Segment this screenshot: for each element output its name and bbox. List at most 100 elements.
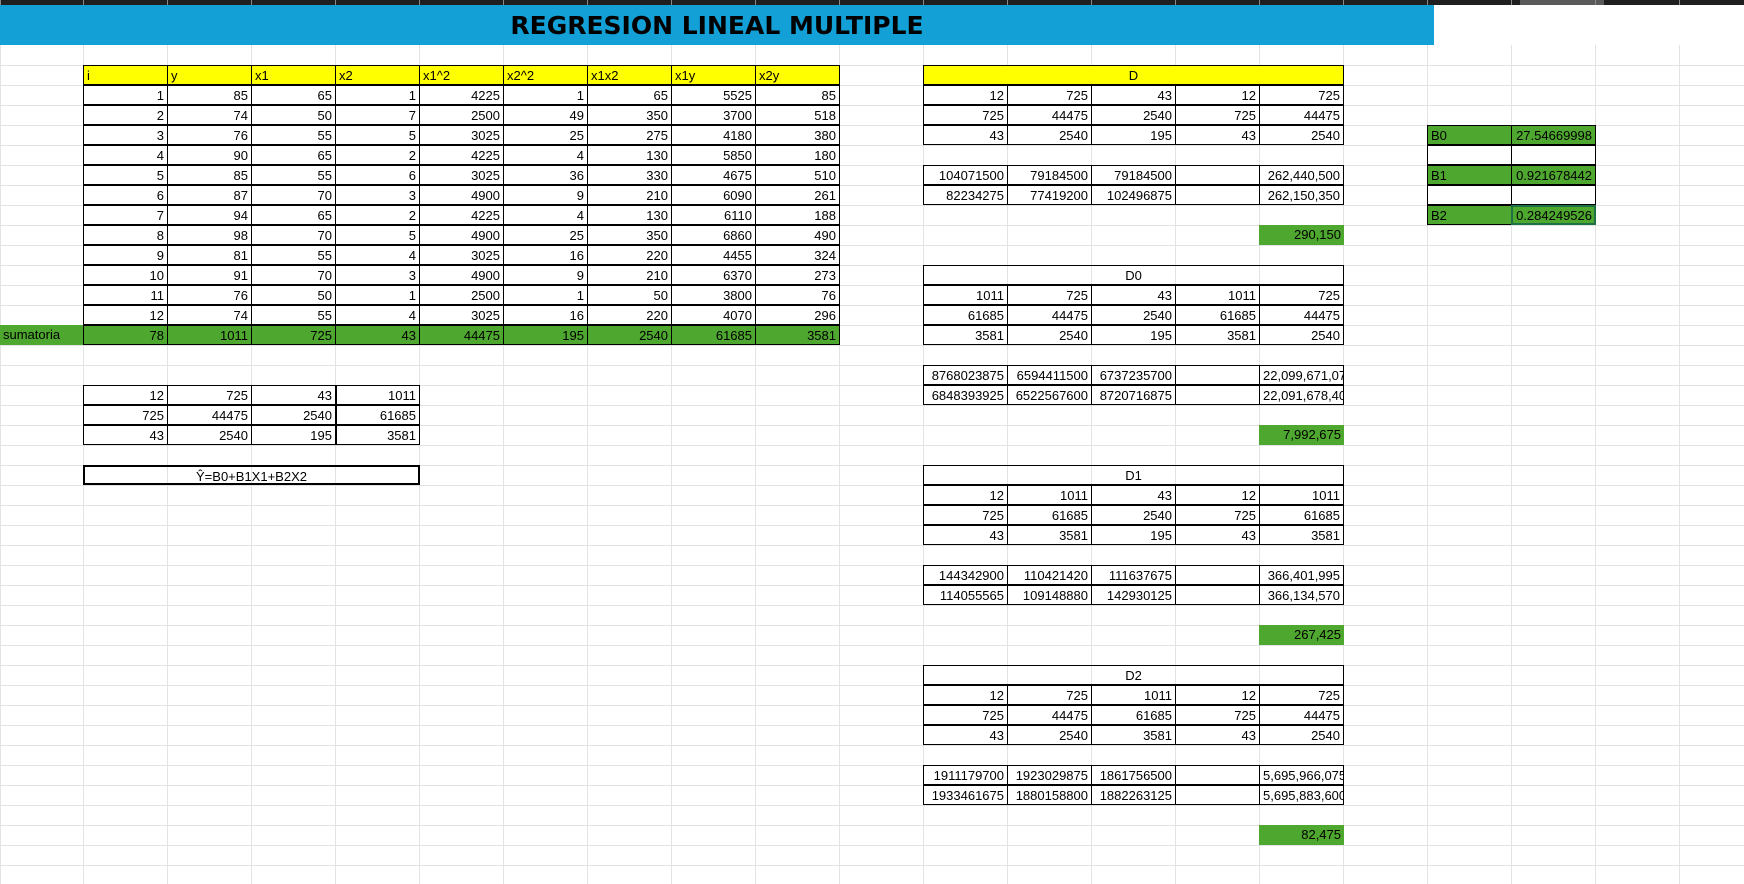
determinant-label-D[interactable]: D bbox=[923, 65, 1344, 85]
determinant-matrix-cell[interactable]: 12 bbox=[1175, 85, 1260, 105]
determinant-matrix-cell[interactable]: 12 bbox=[923, 685, 1008, 705]
determinant-product-cell[interactable] bbox=[1175, 565, 1260, 585]
determinant-matrix-cell[interactable]: 2540 bbox=[1007, 725, 1092, 745]
table-cell[interactable]: 11 bbox=[83, 285, 168, 305]
table-cell[interactable]: 210 bbox=[587, 185, 672, 205]
formula-cell[interactable]: Ŷ=B0+B1X1+B2X2 bbox=[83, 465, 420, 485]
determinant-matrix-cell[interactable]: 1011 bbox=[1007, 485, 1092, 505]
table-cell[interactable]: 85 bbox=[167, 85, 252, 105]
sum-cell[interactable]: 725 bbox=[251, 325, 336, 345]
sum-cell[interactable]: 2540 bbox=[587, 325, 672, 345]
table-cell[interactable]: 324 bbox=[755, 245, 840, 265]
determinant-product-cell[interactable]: 5,695,883,600 bbox=[1259, 785, 1344, 805]
header-cell-y[interactable]: y bbox=[167, 65, 252, 85]
determinant-matrix-cell[interactable]: 725 bbox=[1259, 685, 1344, 705]
table-cell[interactable]: 6 bbox=[335, 165, 420, 185]
determinant-product-cell[interactable]: 109148880 bbox=[1007, 585, 1092, 605]
system-matrix-cell[interactable]: 2540 bbox=[167, 425, 252, 445]
table-cell[interactable]: 3 bbox=[83, 125, 168, 145]
determinant-matrix-cell[interactable]: 43 bbox=[1091, 485, 1176, 505]
determinant-matrix-cell[interactable]: 43 bbox=[1175, 125, 1260, 145]
determinant-matrix-cell[interactable]: 61685 bbox=[1259, 505, 1344, 525]
system-matrix-cell[interactable]: 2540 bbox=[251, 405, 336, 425]
determinant-matrix-cell[interactable]: 44475 bbox=[1259, 705, 1344, 725]
table-cell[interactable]: 9 bbox=[83, 245, 168, 265]
system-matrix-cell[interactable]: 195 bbox=[251, 425, 336, 445]
table-cell[interactable]: 220 bbox=[587, 305, 672, 325]
determinant-product-cell[interactable]: 1880158800 bbox=[1007, 785, 1092, 805]
determinant-matrix-cell[interactable]: 12 bbox=[923, 85, 1008, 105]
table-cell[interactable]: 4 bbox=[83, 145, 168, 165]
table-cell[interactable]: 81 bbox=[167, 245, 252, 265]
table-cell[interactable]: 70 bbox=[251, 265, 336, 285]
table-cell[interactable]: 3 bbox=[335, 185, 420, 205]
determinant-matrix-cell[interactable]: 725 bbox=[1007, 85, 1092, 105]
table-cell[interactable]: 2500 bbox=[419, 105, 504, 125]
table-cell[interactable]: 7 bbox=[335, 105, 420, 125]
header-cell-x1y[interactable]: x1y bbox=[671, 65, 756, 85]
determinant-result-D[interactable]: 290,150 bbox=[1259, 225, 1344, 245]
table-cell[interactable]: 275 bbox=[587, 125, 672, 145]
determinant-matrix-cell[interactable]: 43 bbox=[1175, 525, 1260, 545]
determinant-matrix-cell[interactable]: 725 bbox=[1007, 685, 1092, 705]
table-cell[interactable]: 49 bbox=[503, 105, 588, 125]
system-matrix-cell[interactable]: 725 bbox=[83, 405, 168, 425]
system-matrix-cell[interactable]: 43 bbox=[251, 385, 336, 405]
header-cell-x2y[interactable]: x2y bbox=[755, 65, 840, 85]
determinant-matrix-cell[interactable]: 2540 bbox=[1007, 325, 1092, 345]
determinant-product-cell[interactable]: 102496875 bbox=[1091, 185, 1176, 205]
coefficient-spacer-cell[interactable] bbox=[1427, 145, 1512, 165]
table-cell[interactable]: 70 bbox=[251, 225, 336, 245]
table-cell[interactable]: 3025 bbox=[419, 125, 504, 145]
determinant-product-cell[interactable] bbox=[1175, 365, 1260, 385]
table-cell[interactable]: 94 bbox=[167, 205, 252, 225]
determinant-result-D1[interactable]: 267,425 bbox=[1259, 625, 1344, 645]
table-cell[interactable]: 50 bbox=[587, 285, 672, 305]
determinant-matrix-cell[interactable]: 43 bbox=[923, 525, 1008, 545]
header-cell-x1x2[interactable]: x1x2 bbox=[587, 65, 672, 85]
table-cell[interactable]: 1 bbox=[503, 85, 588, 105]
table-cell[interactable]: 50 bbox=[251, 285, 336, 305]
sum-cell[interactable]: 43 bbox=[335, 325, 420, 345]
determinant-product-cell[interactable] bbox=[1175, 165, 1260, 185]
table-cell[interactable]: 210 bbox=[587, 265, 672, 285]
table-cell[interactable]: 9 bbox=[503, 265, 588, 285]
determinant-matrix-cell[interactable]: 3581 bbox=[923, 325, 1008, 345]
determinant-product-cell[interactable] bbox=[1175, 185, 1260, 205]
table-cell[interactable]: 2 bbox=[83, 105, 168, 125]
determinant-matrix-cell[interactable]: 195 bbox=[1091, 525, 1176, 545]
table-cell[interactable]: 5525 bbox=[671, 85, 756, 105]
determinant-matrix-cell[interactable]: 44475 bbox=[1007, 705, 1092, 725]
table-cell[interactable]: 490 bbox=[755, 225, 840, 245]
determinant-matrix-cell[interactable]: 2540 bbox=[1259, 325, 1344, 345]
header-cell-x2[interactable]: x2 bbox=[335, 65, 420, 85]
table-cell[interactable]: 76 bbox=[755, 285, 840, 305]
determinant-matrix-cell[interactable]: 44475 bbox=[1007, 105, 1092, 125]
table-cell[interactable]: 50 bbox=[251, 105, 336, 125]
header-cell-x12[interactable]: x1^2 bbox=[419, 65, 504, 85]
determinant-product-cell[interactable]: 5,695,966,075 bbox=[1259, 765, 1344, 785]
determinant-matrix-cell[interactable]: 43 bbox=[1091, 85, 1176, 105]
table-cell[interactable]: 25 bbox=[503, 125, 588, 145]
table-cell[interactable]: 9 bbox=[503, 185, 588, 205]
table-cell[interactable]: 6 bbox=[83, 185, 168, 205]
table-cell[interactable]: 4900 bbox=[419, 225, 504, 245]
determinant-product-cell[interactable]: 79184500 bbox=[1091, 165, 1176, 185]
header-cell-x1[interactable]: x1 bbox=[251, 65, 336, 85]
table-cell[interactable]: 6110 bbox=[671, 205, 756, 225]
determinant-matrix-cell[interactable]: 725 bbox=[1175, 105, 1260, 125]
determinant-product-cell[interactable] bbox=[1175, 585, 1260, 605]
sum-cell[interactable]: 3581 bbox=[755, 325, 840, 345]
determinant-product-cell[interactable]: 22,099,671,075 bbox=[1259, 365, 1344, 385]
determinant-product-cell[interactable]: 6848393925 bbox=[923, 385, 1008, 405]
determinant-matrix-cell[interactable]: 2540 bbox=[1259, 125, 1344, 145]
determinant-matrix-cell[interactable]: 195 bbox=[1091, 125, 1176, 145]
table-cell[interactable]: 7 bbox=[83, 205, 168, 225]
table-cell[interactable]: 65 bbox=[251, 205, 336, 225]
table-cell[interactable]: 330 bbox=[587, 165, 672, 185]
determinant-matrix-cell[interactable]: 3581 bbox=[1007, 525, 1092, 545]
determinant-matrix-cell[interactable]: 725 bbox=[923, 505, 1008, 525]
table-cell[interactable]: 74 bbox=[167, 305, 252, 325]
table-cell[interactable]: 55 bbox=[251, 245, 336, 265]
determinant-matrix-cell[interactable]: 1011 bbox=[923, 285, 1008, 305]
